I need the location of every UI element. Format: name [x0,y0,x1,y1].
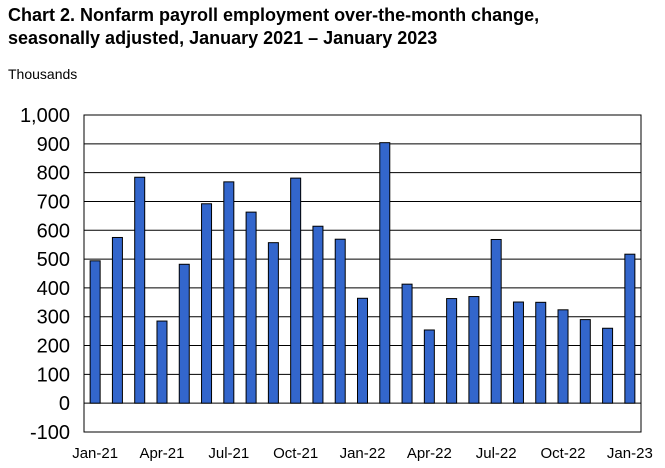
bar [178,263,190,404]
x-tick-label: Jan-22 [340,445,386,462]
bar [89,260,101,404]
y-tick-label: 100 [37,364,70,386]
bar [156,320,168,404]
y-tick-label: 900 [37,134,70,156]
bar [557,309,569,404]
x-tick-label: Jul-22 [476,445,517,462]
bar [579,319,591,404]
bar [401,283,413,404]
x-tick-label: Jul-21 [208,445,249,462]
bar [201,203,213,404]
y-tick-label: 700 [37,191,70,213]
plot-border [83,114,642,433]
y-tick-label: 1,000 [20,105,70,127]
bar [134,176,146,404]
y-tick-label: 200 [37,336,70,358]
bar [357,297,368,404]
bar [290,177,302,404]
x-tick-label: Oct-21 [273,445,318,462]
y-tick-label: 600 [37,220,70,242]
bar [602,327,614,404]
y-tick-label: 300 [37,307,70,329]
bar [512,301,524,404]
x-tick-label: Apr-22 [407,445,452,462]
x-tick-label: Jan-21 [72,445,118,462]
y-tick-label: -100 [30,422,70,444]
y-tick-label: 800 [37,163,70,185]
bar [423,329,435,404]
bar [468,296,480,404]
bar [312,225,324,404]
bar [490,238,502,404]
bar [267,242,279,404]
bar [245,211,257,404]
bar [223,181,235,404]
bar [379,142,391,404]
y-tick-label: 500 [37,249,70,271]
bar [624,253,636,404]
bar [535,301,547,404]
chart-title-line-1: Chart 2. Nonfarm payroll employment over… [8,5,540,25]
x-tick-label: Oct-22 [541,445,586,462]
y-tick-label: 400 [37,278,70,300]
x-tick-label: Apr-21 [139,445,184,462]
bar [446,298,458,404]
y-axis-units-label: Thousands [8,66,78,82]
bar [111,236,123,404]
chart-title-line-2: seasonally adjusted, January 2021 – Janu… [8,28,438,48]
y-tick-label: 0 [59,393,70,415]
bar [334,238,346,404]
x-tick-label: Jan-23 [607,445,653,462]
chart-title: Chart 2. Nonfarm payroll employment over… [8,4,658,50]
